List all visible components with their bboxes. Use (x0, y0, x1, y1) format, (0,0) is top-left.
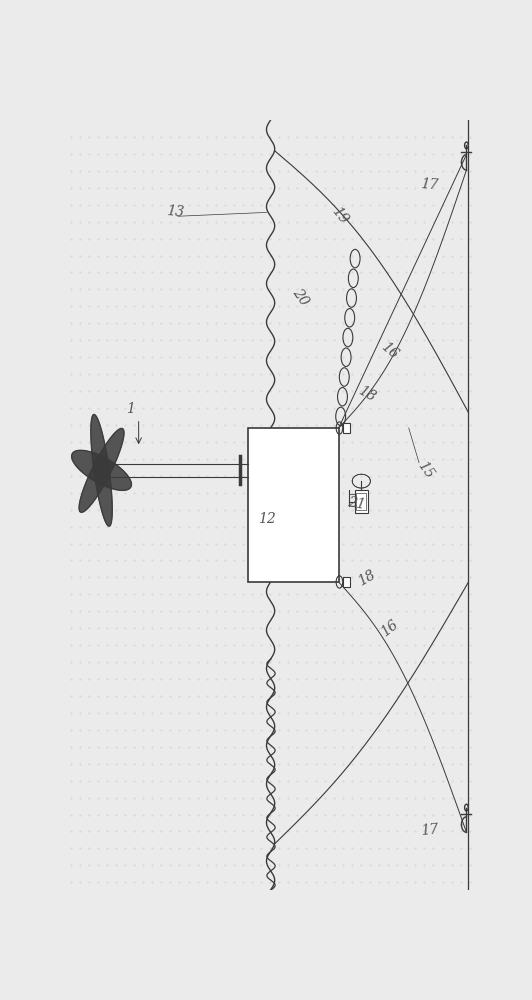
Text: 15: 15 (415, 458, 437, 481)
Bar (343, 577, 350, 587)
Bar (248, 428, 339, 582)
Text: 16: 16 (378, 340, 401, 362)
Bar (356, 493, 366, 510)
Text: 12: 12 (258, 512, 276, 526)
Text: 18: 18 (355, 383, 378, 404)
Text: 19: 19 (328, 204, 350, 227)
Text: 17: 17 (420, 822, 439, 838)
Polygon shape (72, 450, 131, 490)
Circle shape (98, 464, 105, 477)
Bar (343, 423, 350, 433)
Text: 16: 16 (378, 617, 401, 639)
Text: 20: 20 (289, 285, 311, 308)
Polygon shape (79, 428, 124, 512)
Text: 18: 18 (355, 568, 378, 589)
Text: 1: 1 (126, 402, 135, 416)
Text: 21: 21 (347, 495, 367, 512)
Text: 17: 17 (420, 177, 439, 192)
Polygon shape (91, 414, 112, 526)
Text: 13: 13 (165, 204, 185, 219)
Bar (355, 490, 368, 513)
